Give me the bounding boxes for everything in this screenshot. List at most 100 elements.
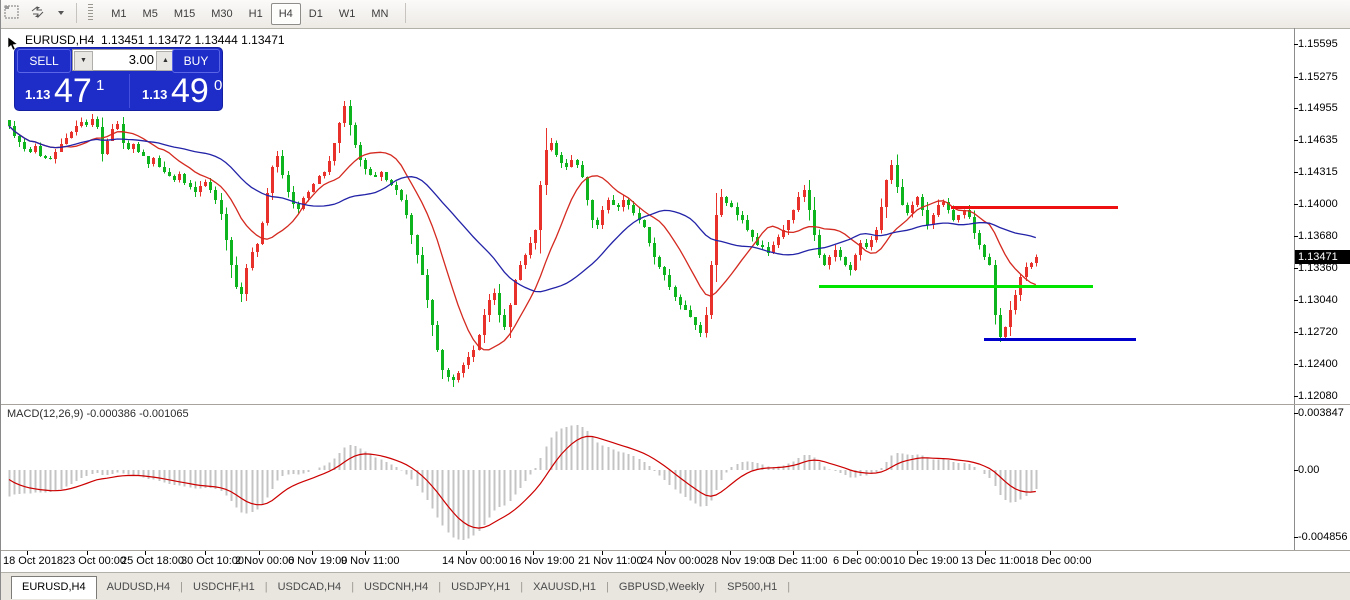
candle-body bbox=[725, 197, 728, 203]
time-axis-label: 3 Dec 11:00 bbox=[769, 555, 828, 567]
time-axis-label: 10 Dec 19:00 bbox=[893, 555, 959, 567]
indicators-icon[interactable] bbox=[29, 3, 47, 21]
candle-body bbox=[80, 122, 83, 126]
candle-body bbox=[75, 126, 78, 132]
chart-window-icon[interactable] bbox=[3, 3, 21, 21]
candle-body bbox=[601, 210, 604, 225]
timeframe-button-M30[interactable]: M30 bbox=[211, 8, 233, 20]
candle-body bbox=[514, 280, 517, 305]
candle-body bbox=[462, 365, 465, 373]
candle-body bbox=[555, 143, 558, 155]
candle-body bbox=[576, 160, 579, 165]
candle-body bbox=[467, 357, 470, 365]
candle-body bbox=[854, 255, 857, 270]
candle-body bbox=[689, 310, 692, 317]
chart-tab-EURUSD-H4[interactable]: EURUSD,H4 bbox=[11, 576, 97, 599]
buy-price-big-digits: 49 bbox=[171, 72, 209, 110]
time-axis-label: 6 Nov 19:00 bbox=[288, 555, 348, 567]
chart-tab-AUDUSD-H4[interactable]: AUDUSD,H4 bbox=[106, 581, 171, 593]
candle-body bbox=[741, 215, 744, 220]
candle-body bbox=[29, 149, 32, 152]
candle-body bbox=[699, 325, 702, 333]
timeframe-button-M5[interactable]: M5 bbox=[142, 8, 158, 20]
one-click-trading-panel: SELL ▼ 3.00 ▲ BUY 1.13 47 1 1.13 49 0 bbox=[15, 48, 222, 110]
candle-body bbox=[297, 204, 300, 209]
price-axis-label: 1.13680 bbox=[1298, 230, 1338, 242]
candle-body bbox=[705, 315, 708, 333]
timeframe-button-D1[interactable]: D1 bbox=[308, 8, 323, 20]
candle-body bbox=[209, 182, 212, 190]
volume-box: ▼ 3.00 ▲ bbox=[72, 49, 177, 71]
candle-body bbox=[968, 210, 971, 217]
candle-body bbox=[550, 143, 553, 150]
time-axis-label: 9 Nov 11:00 bbox=[341, 555, 400, 567]
time-axis-label: 28 Nov 19:00 bbox=[706, 555, 772, 567]
time-axis-label: 14 Nov 00:00 bbox=[442, 555, 508, 567]
candle-body bbox=[493, 293, 496, 300]
volume-input[interactable]: 3.00 bbox=[128, 52, 154, 67]
timeframe-button-H1[interactable]: H1 bbox=[248, 8, 263, 20]
candle-body bbox=[679, 297, 682, 305]
macd-signal-line bbox=[8, 435, 1036, 529]
candle-body bbox=[751, 230, 754, 237]
toolbar-grip[interactable] bbox=[87, 3, 93, 22]
candle-body bbox=[942, 202, 945, 205]
dropdown-caret-icon[interactable] bbox=[56, 3, 66, 21]
candle-body bbox=[39, 146, 42, 156]
candle-body bbox=[627, 200, 630, 205]
candle-body bbox=[436, 325, 439, 350]
chart-tab-USDJPY-H1[interactable]: USDJPY,H1 bbox=[451, 581, 511, 593]
chart-tab-USDCHF-H1[interactable]: USDCHF,H1 bbox=[193, 581, 255, 593]
chart-tab-GBPUSD-Weekly[interactable]: GBPUSD,Weekly bbox=[618, 581, 705, 593]
candle-body bbox=[617, 205, 620, 207]
tab-separator: | bbox=[787, 581, 791, 593]
buy-price-prefix: 1.13 bbox=[142, 87, 168, 102]
chart-tab-USDCNH-H4[interactable]: USDCNH,H4 bbox=[364, 581, 429, 593]
candle-body bbox=[127, 143, 130, 149]
sell-price-display[interactable]: 1.13 47 1 bbox=[17, 74, 127, 108]
candle-body bbox=[1030, 263, 1033, 267]
candle-body bbox=[395, 185, 398, 190]
timeframe-button-M15[interactable]: M15 bbox=[173, 8, 196, 20]
candle-body bbox=[529, 243, 532, 255]
buy-price-display[interactable]: 1.13 49 0 bbox=[129, 72, 222, 110]
candle-body bbox=[792, 210, 795, 220]
candle-body bbox=[890, 165, 893, 180]
tab-separator: | bbox=[264, 581, 268, 593]
chart-tab-USDCAD-H4[interactable]: USDCAD,H4 bbox=[277, 581, 342, 593]
volume-increase-button[interactable]: ▲ bbox=[156, 51, 175, 71]
candle-body bbox=[756, 237, 759, 245]
candle-body bbox=[54, 152, 57, 159]
timeframe-button-W1[interactable]: W1 bbox=[338, 8, 356, 20]
candle-body bbox=[421, 255, 424, 275]
candle-body bbox=[1009, 310, 1012, 327]
time-axis-label: 2 Nov 00:00 bbox=[235, 555, 295, 567]
candle-body bbox=[354, 125, 357, 145]
time-axis-label: 13 Dec 11:00 bbox=[961, 555, 1026, 567]
candle-body bbox=[999, 315, 1002, 337]
candle-body bbox=[312, 184, 315, 192]
price-axis-label: 1.13040 bbox=[1298, 294, 1338, 306]
buy-button[interactable]: BUY bbox=[172, 49, 220, 73]
timeframe-button-M1[interactable]: M1 bbox=[111, 8, 127, 20]
chart-tab-XAUUSD-H1[interactable]: XAUUSD,H1 bbox=[533, 581, 597, 593]
candle-body bbox=[225, 214, 228, 240]
candle-body bbox=[18, 136, 21, 142]
candle-body bbox=[498, 293, 501, 315]
volume-decrease-button[interactable]: ▼ bbox=[74, 51, 93, 71]
candle-body bbox=[163, 167, 166, 172]
timeframe-button-MN[interactable]: MN bbox=[371, 8, 389, 20]
sell-price-prefix: 1.13 bbox=[25, 87, 51, 102]
candle-body bbox=[844, 257, 847, 265]
sell-button[interactable]: SELL bbox=[17, 49, 71, 73]
candle-body bbox=[607, 200, 610, 210]
timeframe-button-H4[interactable]: H4 bbox=[270, 3, 301, 25]
candle-body bbox=[797, 197, 800, 210]
macd-axis-label: 0.003847 bbox=[1298, 407, 1344, 419]
candle-body bbox=[932, 215, 935, 225]
candle-body bbox=[96, 119, 99, 127]
candle-body bbox=[1014, 295, 1017, 310]
chart-tab-SP500-H1[interactable]: SP500,H1 bbox=[727, 581, 778, 593]
candle-body bbox=[122, 124, 125, 143]
